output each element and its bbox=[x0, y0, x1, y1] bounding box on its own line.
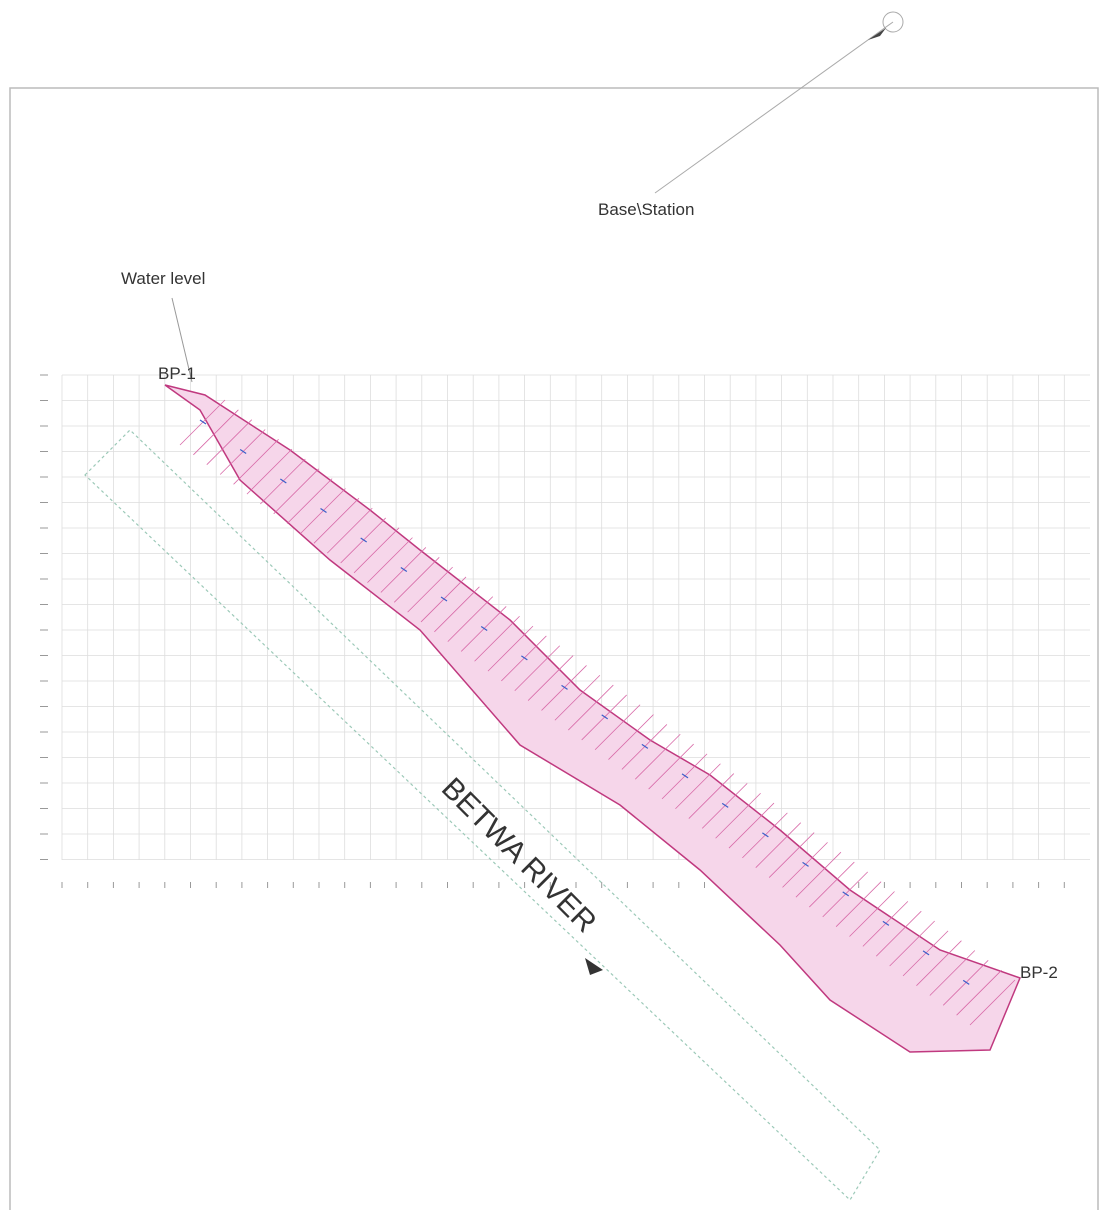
section-line bbox=[768, 832, 815, 878]
section-line bbox=[862, 901, 909, 947]
section-line bbox=[581, 694, 627, 741]
section-line bbox=[568, 684, 614, 731]
depth-mark bbox=[480, 625, 488, 631]
section-line bbox=[688, 773, 735, 819]
depth-mark bbox=[320, 507, 327, 513]
depth-mark bbox=[521, 655, 528, 661]
section-line bbox=[206, 419, 253, 465]
section-line bbox=[835, 881, 882, 927]
section-line bbox=[875, 910, 922, 957]
section-line bbox=[527, 655, 574, 701]
section-line bbox=[795, 851, 842, 898]
section-line bbox=[273, 468, 320, 515]
depth-mark bbox=[199, 419, 207, 425]
section-line bbox=[514, 645, 561, 692]
bp2-label: BP-2 bbox=[1020, 963, 1058, 982]
section-line bbox=[634, 733, 681, 780]
section-line bbox=[474, 615, 520, 662]
section-line bbox=[701, 783, 748, 829]
depth-mark bbox=[360, 537, 368, 543]
section-line bbox=[380, 547, 427, 593]
section-line bbox=[661, 753, 708, 800]
river-outline bbox=[84, 429, 881, 1201]
section-line bbox=[594, 704, 641, 751]
section-line bbox=[407, 566, 453, 613]
depth-mark bbox=[239, 448, 247, 454]
section-line bbox=[621, 724, 668, 770]
section-line bbox=[367, 537, 413, 583]
bp1-label: BP-1 bbox=[158, 364, 196, 383]
section-line bbox=[353, 527, 400, 574]
river-label: BETWA RIVER bbox=[435, 772, 603, 940]
water-level-label: Water level bbox=[121, 269, 205, 288]
section-line bbox=[849, 891, 895, 937]
base-station-leader bbox=[654, 21, 894, 194]
depth-mark bbox=[762, 832, 769, 838]
section-line bbox=[487, 625, 534, 672]
section-line bbox=[501, 635, 547, 682]
depth-mark bbox=[922, 950, 930, 956]
section-line bbox=[179, 399, 226, 446]
section-line bbox=[675, 763, 721, 810]
river-flow-arrow bbox=[585, 958, 603, 975]
section-line bbox=[755, 822, 802, 868]
depth-mark bbox=[561, 684, 568, 690]
section-line bbox=[728, 802, 775, 849]
section-line bbox=[340, 517, 386, 564]
section-line bbox=[393, 557, 440, 603]
section-line bbox=[956, 969, 1002, 1016]
section-line bbox=[260, 458, 306, 505]
depth-mark bbox=[601, 714, 609, 720]
section-line bbox=[286, 478, 333, 524]
section-line bbox=[648, 743, 694, 790]
base-station-marker bbox=[882, 11, 904, 33]
section-line bbox=[554, 674, 601, 721]
depth-mark bbox=[721, 802, 729, 808]
water-level-leader bbox=[171, 297, 193, 383]
depth-mark bbox=[962, 979, 970, 985]
section-line bbox=[434, 586, 480, 633]
section-line bbox=[447, 596, 494, 642]
depth-mark bbox=[440, 596, 448, 602]
section-line bbox=[715, 792, 761, 839]
section-line bbox=[327, 507, 373, 554]
depth-mark bbox=[842, 891, 850, 897]
section-line bbox=[233, 439, 279, 485]
depth-mark bbox=[882, 920, 890, 926]
depth-mark bbox=[641, 743, 649, 749]
section-line bbox=[420, 576, 467, 623]
section-line bbox=[742, 812, 788, 859]
depth-mark bbox=[681, 773, 689, 779]
section-line bbox=[822, 871, 868, 918]
section-line bbox=[782, 842, 828, 888]
section-line bbox=[300, 488, 346, 534]
depth-mark bbox=[280, 478, 287, 484]
section-line bbox=[889, 920, 935, 967]
section-line bbox=[942, 960, 989, 1006]
section-line bbox=[313, 498, 360, 544]
depth-mark bbox=[802, 861, 809, 867]
section-line bbox=[219, 429, 266, 475]
base-station-label: Base\Station bbox=[598, 200, 694, 219]
section-line bbox=[902, 930, 949, 977]
section-line bbox=[246, 448, 293, 495]
base-station-arrow bbox=[868, 28, 886, 40]
depth-mark bbox=[400, 566, 408, 572]
section-line bbox=[608, 714, 654, 760]
section-line bbox=[193, 409, 239, 456]
sheet-frame bbox=[9, 87, 1099, 1210]
grid bbox=[40, 374, 1090, 888]
section-line bbox=[541, 665, 587, 711]
section-line bbox=[969, 979, 1016, 1026]
section-line bbox=[460, 606, 507, 652]
survey-hatch bbox=[179, 399, 1016, 1026]
section-line bbox=[929, 950, 976, 996]
section-line bbox=[809, 861, 855, 908]
section-line bbox=[916, 940, 962, 986]
